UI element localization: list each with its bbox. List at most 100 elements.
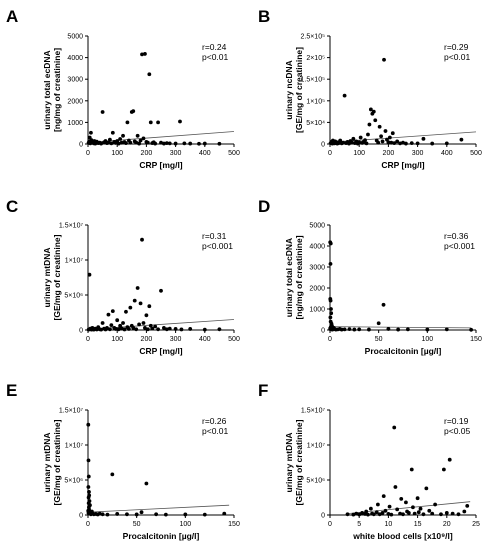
- y-tick-label: 1×10⁷: [65, 443, 84, 450]
- y-tick-label: 1000: [67, 120, 83, 127]
- data-point: [374, 510, 379, 515]
- data-point: [164, 141, 169, 146]
- data-point: [352, 327, 357, 332]
- data-point: [86, 495, 91, 500]
- data-point: [150, 326, 155, 331]
- correlation-r: r=0.19: [444, 416, 469, 426]
- data-point: [390, 131, 395, 136]
- data-point: [135, 286, 140, 290]
- x-axis-title: CRP [mg/l]: [381, 160, 424, 170]
- data-point: [110, 309, 115, 313]
- data-point: [389, 140, 394, 145]
- data-point: [145, 327, 150, 332]
- y-axis-title: urinary total ecDNA: [284, 238, 294, 317]
- x-tick-label: 150: [228, 521, 240, 528]
- x-tick-label: 0: [328, 521, 332, 528]
- x-tick-label: 20: [443, 521, 451, 528]
- data-point: [358, 135, 363, 140]
- data-point: [459, 137, 464, 142]
- x-axis-title: CRP [mg/l]: [139, 346, 182, 356]
- data-point: [341, 140, 346, 145]
- data-point: [141, 321, 146, 325]
- data-point: [139, 510, 144, 515]
- data-point: [182, 141, 187, 146]
- y-tick-label: 5×10⁶: [64, 478, 83, 485]
- data-point: [131, 109, 136, 114]
- data-point: [354, 511, 359, 516]
- data-point: [124, 141, 128, 146]
- y-axis-unit: [ng/mg of creatinine]: [294, 235, 304, 319]
- data-point: [328, 241, 333, 246]
- data-point: [178, 119, 182, 124]
- y-tick-label: 1.5×10⁷: [59, 408, 84, 415]
- x-tick-label: 500: [228, 336, 240, 343]
- data-point: [387, 504, 392, 509]
- x-tick-label: 0: [86, 336, 90, 343]
- data-point: [100, 110, 105, 114]
- data-point: [406, 511, 411, 515]
- x-tick-label: 15: [414, 521, 422, 528]
- data-point: [411, 505, 415, 510]
- data-point: [368, 506, 373, 511]
- data-point: [392, 141, 397, 146]
- data-point: [383, 129, 388, 133]
- x-tick-label: 200: [141, 336, 153, 343]
- data-point: [376, 140, 381, 145]
- data-point: [421, 512, 426, 517]
- x-tick-label: 0: [86, 150, 90, 157]
- data-point: [430, 511, 435, 516]
- data-point: [360, 511, 365, 515]
- data-point: [122, 327, 127, 332]
- data-point: [424, 486, 429, 491]
- y-tick-label: 1000: [309, 307, 325, 314]
- data-point: [156, 327, 160, 332]
- data-point: [398, 511, 402, 516]
- data-point: [97, 511, 102, 516]
- data-point: [416, 510, 421, 515]
- data-point: [197, 141, 201, 146]
- x-tick-label: 400: [199, 336, 211, 343]
- y-tick-label: 3000: [67, 77, 83, 84]
- data-point: [143, 326, 147, 330]
- y-axis-title: urinary mtDNA: [42, 433, 52, 493]
- data-point: [167, 141, 172, 146]
- data-point: [389, 512, 394, 517]
- data-point: [393, 485, 398, 489]
- data-point: [202, 512, 207, 517]
- x-tick-label: 100: [353, 150, 365, 157]
- data-point: [377, 124, 382, 129]
- data-point: [380, 511, 385, 515]
- data-point: [339, 327, 344, 332]
- y-axis-title: urinary mtDNA: [42, 248, 52, 308]
- y-tick-label: 0: [321, 513, 325, 520]
- data-point: [144, 481, 149, 486]
- data-point: [145, 140, 150, 145]
- x-tick-label: 200: [141, 150, 153, 157]
- data-point: [188, 141, 193, 146]
- data-point: [147, 72, 152, 77]
- data-point: [202, 141, 207, 146]
- data-point: [395, 507, 400, 512]
- y-axis-title: urinary mtDNA: [284, 433, 294, 493]
- data-point: [371, 512, 376, 517]
- y-tick-label: 0: [79, 513, 83, 520]
- y-tick-label: 2000: [309, 286, 325, 293]
- x-tick-label: 100: [179, 521, 191, 528]
- data-point: [450, 511, 455, 516]
- y-tick-label: 0: [321, 142, 325, 149]
- panel-d: D 0 50 100 150 0 1000 2000 3000 4000 5000 Procalcit…: [258, 197, 482, 356]
- x-axis-title: Procalcitonin [µg/l]: [123, 531, 200, 541]
- y-tick-label: 3000: [309, 265, 325, 272]
- regression-line: [329, 326, 472, 329]
- y-tick-label: 0: [79, 142, 83, 149]
- data-point: [162, 326, 166, 330]
- panel-letter: D: [258, 197, 270, 216]
- data-point: [342, 327, 347, 332]
- data-point: [99, 327, 104, 332]
- data-point: [347, 327, 352, 332]
- data-point: [439, 512, 443, 517]
- data-point: [137, 141, 142, 146]
- data-point: [87, 272, 92, 277]
- data-point: [115, 318, 120, 323]
